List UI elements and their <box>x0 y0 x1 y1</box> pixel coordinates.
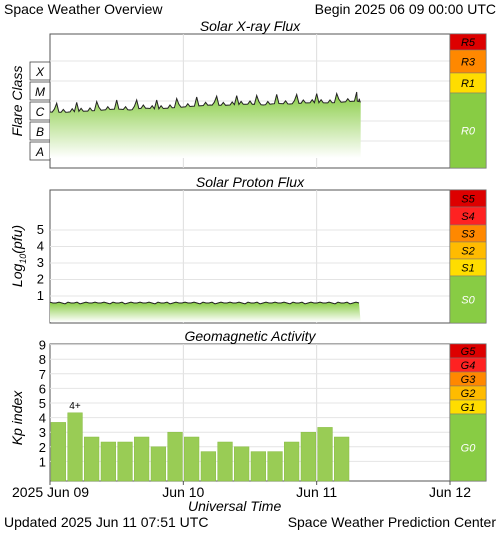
geomag-ytick-7: 7 <box>39 367 46 382</box>
kp-bar <box>84 436 100 482</box>
x-tick-label-1: Jun 10 <box>162 484 204 500</box>
kp-bar <box>50 422 66 482</box>
geomag-ylabel: Kp index <box>9 390 25 445</box>
xray-flux-line <box>49 91 361 113</box>
proton-scale-label-s1: S1 <box>461 263 474 275</box>
geomag-scale-label-g0: G0 <box>461 443 477 455</box>
geomag-ytick-3: 3 <box>39 425 46 440</box>
geomag-ytick-4: 4 <box>39 411 46 426</box>
prediction-center: Space Weather Prediction Center <box>287 514 496 530</box>
xray-scale-label-r5: R5 <box>461 37 476 49</box>
kp-bar <box>284 441 300 482</box>
kp-bar <box>334 436 350 482</box>
proton-panel-title: Solar Proton Flux <box>195 174 305 190</box>
xray-class-box <box>29 101 51 121</box>
proton-scale-label-s3: S3 <box>461 229 475 241</box>
x-tick-label-2: Jun 11 <box>296 484 337 500</box>
xray-class-label-m: M <box>35 85 45 99</box>
geomag-scale-label-g3: G3 <box>461 374 477 386</box>
proton-scale-label-s2: S2 <box>461 246 474 258</box>
geomag-scale-label-g2: G2 <box>461 388 476 400</box>
geomag-scale-label-g5: G5 <box>461 346 477 358</box>
proton-ytick-3: 3 <box>37 255 44 270</box>
geomag-ytick-9: 9 <box>39 338 46 353</box>
kp-bar <box>184 436 200 482</box>
proton-ytick-1: 1 <box>37 288 44 303</box>
geomag-plot-frame <box>49 343 451 482</box>
page-title: Space Weather Overview <box>4 1 163 17</box>
kp-bar <box>267 451 283 482</box>
proton-scale-label-s5: S5 <box>461 194 475 206</box>
kp-bar <box>200 451 216 482</box>
proton-ytick-4: 4 <box>37 238 44 253</box>
geomag-ytick-8: 8 <box>39 352 46 367</box>
xray-class-label-a: A <box>35 145 44 159</box>
xray-class-label-b: B <box>36 125 44 139</box>
kp-bar <box>167 431 183 482</box>
xray-scale-label-r0: R0 <box>461 126 476 138</box>
kp-bar <box>317 427 333 482</box>
geomag-scale-label-g4: G4 <box>461 360 476 372</box>
xray-class-box <box>29 81 51 101</box>
xray-class-box <box>29 61 51 81</box>
proton-scale-s0 <box>449 275 487 324</box>
xray-scale-r0 <box>449 92 487 169</box>
geomag-ytick-6: 6 <box>39 381 46 396</box>
geomag-ytick-2: 2 <box>39 440 46 455</box>
updated-time: Updated 2025 Jun 11 07:51 UTC <box>4 514 209 530</box>
xray-class-label-x: X <box>35 65 45 79</box>
geomag-scale-g0 <box>449 413 487 482</box>
xray-panel-title: Solar X-ray Flux <box>199 18 301 34</box>
proton-ylabel: Log10(pfu) <box>9 225 28 287</box>
proton-scale-label-s0: S0 <box>461 295 475 307</box>
x-tick-label-3: Jun 12 <box>429 484 471 500</box>
kp-bar <box>134 436 150 482</box>
proton-ytick-5: 5 <box>37 222 44 237</box>
geomag-scale-label-g1: G1 <box>461 402 476 414</box>
x-tick-label-0: 2025 Jun 09 <box>12 484 89 500</box>
geomag-ytick-5: 5 <box>39 396 46 411</box>
kp-bar <box>234 446 250 482</box>
proton-plot-frame <box>49 189 451 324</box>
proton-flux-fill <box>50 302 361 322</box>
geomag-ytick-1: 1 <box>39 454 46 469</box>
kp-bar <box>67 412 83 482</box>
kp-bar <box>250 451 266 482</box>
xray-scale-label-r1: R1 <box>461 78 475 90</box>
proton-flux-line <box>49 301 360 305</box>
begin-time: Begin 2025 06 09 00:00 UTC <box>314 1 496 17</box>
kp-bar <box>217 441 233 482</box>
kp-bar <box>100 441 116 482</box>
kp-bar <box>300 431 316 482</box>
x-axis-label: Universal Time <box>188 498 282 514</box>
xray-scale-label-r3: R3 <box>461 57 476 69</box>
kp-annotation: 4+ <box>69 401 81 412</box>
proton-ytick-2: 2 <box>37 271 44 286</box>
xray-class-label-c: C <box>36 105 45 119</box>
xray-flux-fill <box>50 92 361 158</box>
geomag-panel-title: Geomagnetic Activity <box>184 328 316 344</box>
kp-bar <box>150 446 166 482</box>
xray-ylabel: Flare Class <box>9 66 25 137</box>
kp-bar <box>117 441 133 482</box>
proton-scale-label-s4: S4 <box>461 211 474 223</box>
